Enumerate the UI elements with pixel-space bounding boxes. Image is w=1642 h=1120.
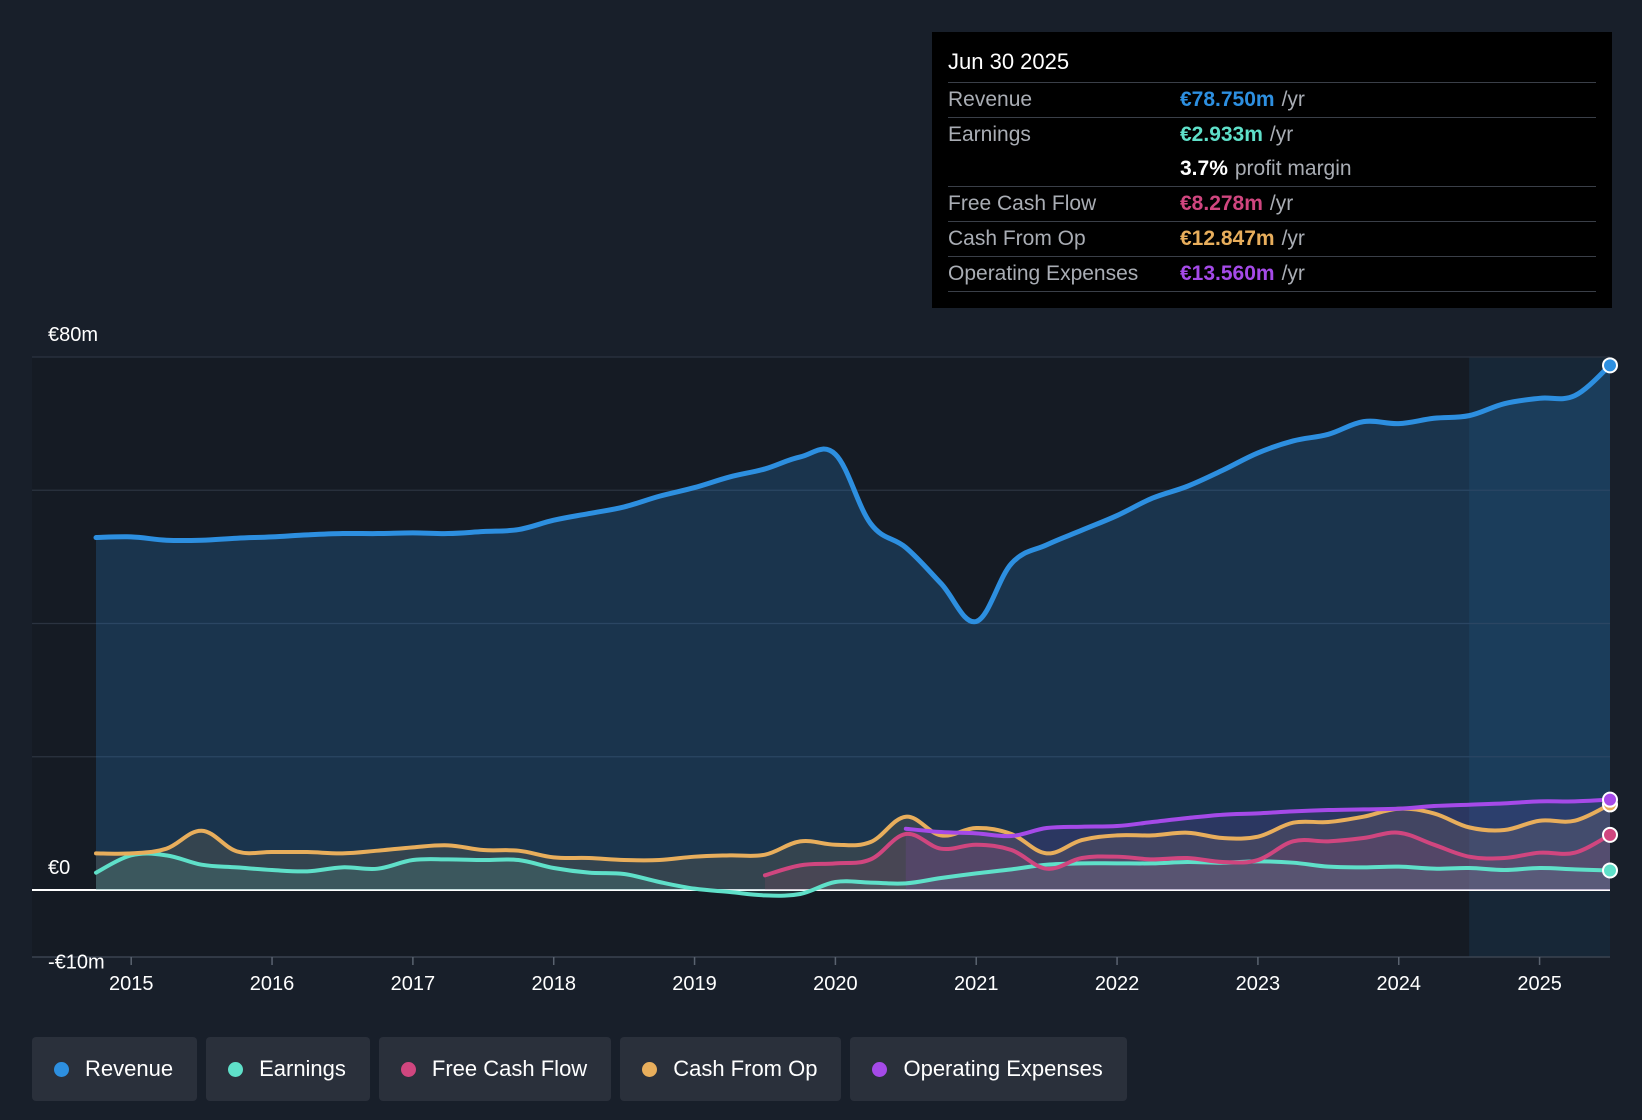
tooltip-row-cash-from-op: Cash From Op €12.847m /yr <box>948 221 1596 256</box>
series-lines <box>93 362 1613 898</box>
x-tick-label: 2024 <box>1376 973 1421 995</box>
cash-from-op-line <box>94 802 1612 863</box>
legend-label: Revenue <box>85 1056 174 1081</box>
tooltip-row-free-cash-flow: Free Cash Flow €8.278m /yr <box>948 186 1596 221</box>
x-tick-label: 2022 <box>1095 973 1140 995</box>
revenue-line <box>93 362 1613 625</box>
free-cash-flow-dot-icon <box>400 1061 416 1077</box>
legend: Revenue Earnings Free Cash Flow Cash Fro… <box>32 1037 1127 1101</box>
earnings-dot-icon <box>228 1061 244 1077</box>
free-cash-flow-line <box>762 830 1612 878</box>
tooltip-row-label: Cash From Op <box>948 227 1086 250</box>
revenue-endpoint <box>1602 357 1618 374</box>
revenue-area <box>96 365 1610 890</box>
legend-item-revenue[interactable]: Revenue <box>32 1037 198 1101</box>
tooltip-row-value: 3.7% <box>1180 157 1228 180</box>
tooltip-row-value: €12.847m <box>1180 227 1275 250</box>
tooltip-row-unit: /yr <box>1281 227 1305 250</box>
legend-label: Operating Expenses <box>903 1056 1103 1081</box>
x-tick-label: 2019 <box>672 973 717 995</box>
series-endpoints <box>1602 357 1618 879</box>
tooltip-row-profit-margin: 3.7% profit margin <box>948 152 1596 186</box>
y-tick-label: €80m <box>48 324 98 346</box>
x-axis-labels: 2015 2016 2017 2018 2019 2020 2021 2022 2023 2024… <box>109 957 1562 995</box>
tooltip-divider <box>948 291 1596 292</box>
tooltip-panel: Jun 30 2025 Revenue €78.750m /yr Earning… <box>932 32 1612 308</box>
x-tick-label: 2023 <box>1236 973 1281 995</box>
operating-expenses-line <box>903 797 1612 839</box>
y-tick-label: €0 <box>48 857 70 879</box>
tooltip-row-unit: /yr <box>1281 88 1305 111</box>
legend-item-cash-from-op[interactable]: Cash From Op <box>620 1037 842 1101</box>
operating-expenses-endpoint <box>1602 791 1618 808</box>
tooltip-row-revenue: Revenue €78.750m /yr <box>948 82 1596 117</box>
x-tick-label: 2016 <box>250 973 295 995</box>
tooltip-row-value: €8.278m <box>1180 192 1263 215</box>
tooltip-date: Jun 30 2025 <box>948 49 1070 74</box>
x-tick-label: 2017 <box>391 973 436 995</box>
tooltip-row-label: Operating Expenses <box>948 262 1139 285</box>
free-cash-flow-endpoint <box>1602 826 1618 843</box>
tooltip-row-unit: /yr <box>1269 192 1294 215</box>
tooltip-row-label: Free Cash Flow <box>948 192 1097 215</box>
legend-label: Free Cash Flow <box>431 1056 588 1081</box>
plot-background <box>32 357 1610 957</box>
revenue-dot-icon <box>54 1061 69 1077</box>
tooltip-row-label: Earnings <box>948 123 1031 146</box>
earnings-endpoint <box>1602 862 1618 879</box>
operating-expenses-dot-icon <box>872 1061 888 1077</box>
tooltip-row-label: Revenue <box>948 88 1033 111</box>
tooltip-row-operating-expenses: Operating Expenses €13.560m /yr <box>948 256 1596 291</box>
x-tick-label: 2025 <box>1517 973 1562 995</box>
earnings-line <box>94 851 1612 898</box>
legend-item-free-cash-flow[interactable]: Free Cash Flow <box>378 1037 612 1101</box>
x-tick-label: 2021 <box>954 973 999 995</box>
tooltip-row-unit: /yr <box>1269 123 1294 146</box>
tooltip-row-value: €13.560m <box>1180 262 1275 285</box>
tooltip-row-unit: /yr <box>1281 262 1305 285</box>
legend-item-operating-expenses[interactable]: Operating Expenses <box>850 1037 1127 1101</box>
y-tick-label: -€10m <box>48 952 105 974</box>
gridlines <box>32 356 1610 958</box>
x-tick-label: 2020 <box>813 973 858 995</box>
y-axis-labels: €80m €0 -€10m <box>48 324 105 974</box>
x-tick-label: 2015 <box>109 973 154 995</box>
tooltip-row-earnings: Earnings €2.933m /yr <box>948 117 1596 152</box>
cash-from-op-dot-icon <box>642 1061 658 1077</box>
tooltip-row-value: €78.750m <box>1180 88 1275 111</box>
tooltip-row-value: €2.933m <box>1180 123 1263 146</box>
legend-label: Earnings <box>259 1056 346 1081</box>
legend-label: Cash From Op <box>673 1056 818 1081</box>
legend-item-earnings[interactable]: Earnings <box>206 1037 370 1101</box>
x-tick-label: 2018 <box>531 973 576 995</box>
tooltip-row-unit: profit margin <box>1234 157 1352 180</box>
